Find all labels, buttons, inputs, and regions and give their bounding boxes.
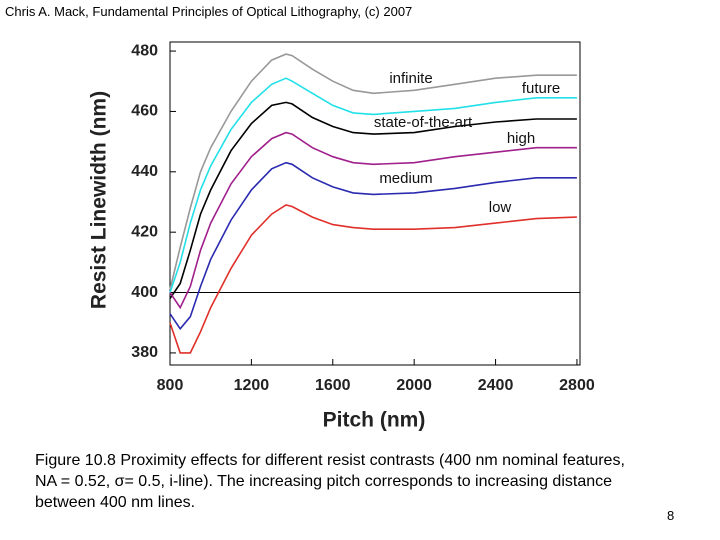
x-tick-label: 1200 (234, 377, 270, 394)
y-tick-label: 460 (131, 103, 158, 120)
y-tick-label: 420 (131, 223, 158, 240)
series-label: low (489, 199, 512, 216)
plot-frame (169, 41, 581, 366)
x-tick-label: 2400 (478, 377, 514, 394)
series-line (169, 161, 577, 331)
series-line (169, 131, 577, 310)
series-line (169, 101, 577, 300)
y-tick-label: 380 (131, 344, 158, 361)
x-tick-label: 1600 (315, 377, 351, 394)
y-tick-label: 440 (131, 163, 158, 180)
series-line (169, 204, 577, 354)
y-tick-label: 480 (131, 42, 158, 59)
x-tick-label: 2800 (559, 377, 595, 394)
chart: Resist Linewidth (nm) Pitch (nm) 380 400 4… (88, 41, 595, 432)
x-tick-label: 800 (157, 377, 184, 394)
y-tick-label: 400 (131, 284, 158, 301)
caption: Figure 10.8 Proximity effects for differ… (35, 452, 625, 511)
series-label: infinite (389, 70, 432, 87)
x-tick-label: 2000 (396, 377, 432, 394)
series-line (169, 77, 577, 293)
x-axis-label: Pitch (nm) (323, 409, 426, 432)
page-number: 8 (667, 508, 675, 523)
header: Chris A. Mack, Fundamental Principles of… (5, 4, 413, 19)
series-label: future (522, 80, 560, 97)
series-label: state-of-the-art (374, 114, 473, 131)
series-label: medium (379, 170, 432, 187)
series-line (169, 53, 577, 290)
y-axis-label: Resist Linewidth (nm) (88, 91, 111, 309)
series-label: high (507, 130, 535, 147)
